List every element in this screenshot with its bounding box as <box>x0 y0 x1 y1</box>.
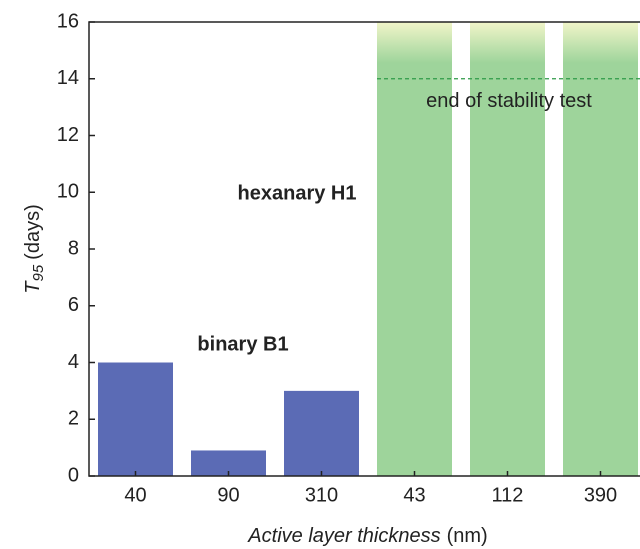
series-label: binary B1 <box>197 333 288 355</box>
annotation-text: end of stability test <box>426 90 592 112</box>
y-label-unit: (days) <box>22 204 44 260</box>
y-tick-label: 4 <box>68 351 79 373</box>
y-tick-label: 14 <box>57 67 79 89</box>
y-tick-label: 2 <box>68 408 79 430</box>
y-tick-label: 12 <box>57 124 79 146</box>
y-tick-label: 16 <box>57 10 79 32</box>
x-tick-label: 310 <box>305 484 338 506</box>
x-tick-label: 43 <box>403 484 425 506</box>
x-tick-label: 390 <box>584 484 617 506</box>
x-tick-label: 112 <box>492 484 524 506</box>
bar <box>470 22 545 476</box>
y-label-subscript: 95 <box>30 264 47 281</box>
bar <box>377 22 452 476</box>
x-tick-label: 40 <box>124 484 146 506</box>
x-label-unit: (nm) <box>447 525 488 547</box>
bar <box>98 362 173 476</box>
y-tick-label: 10 <box>57 181 79 203</box>
y-tick-label: 0 <box>68 464 79 486</box>
x-label-name: Active layer thickness <box>247 525 440 547</box>
y-tick-label: 8 <box>68 237 79 259</box>
x-tick-label: 90 <box>217 484 239 506</box>
bar <box>284 390 359 476</box>
y-label-symbol: T <box>22 280 44 294</box>
bar <box>563 22 638 476</box>
x-axis-label: Active layer thickness (nm) <box>247 525 487 547</box>
y-axis-label: T95 (days) <box>22 204 47 293</box>
y-tick-label: 6 <box>68 294 79 316</box>
series-label: hexanary H1 <box>238 182 357 204</box>
plot-area: end of stability test binary B1 hexanary H… <box>57 10 640 506</box>
